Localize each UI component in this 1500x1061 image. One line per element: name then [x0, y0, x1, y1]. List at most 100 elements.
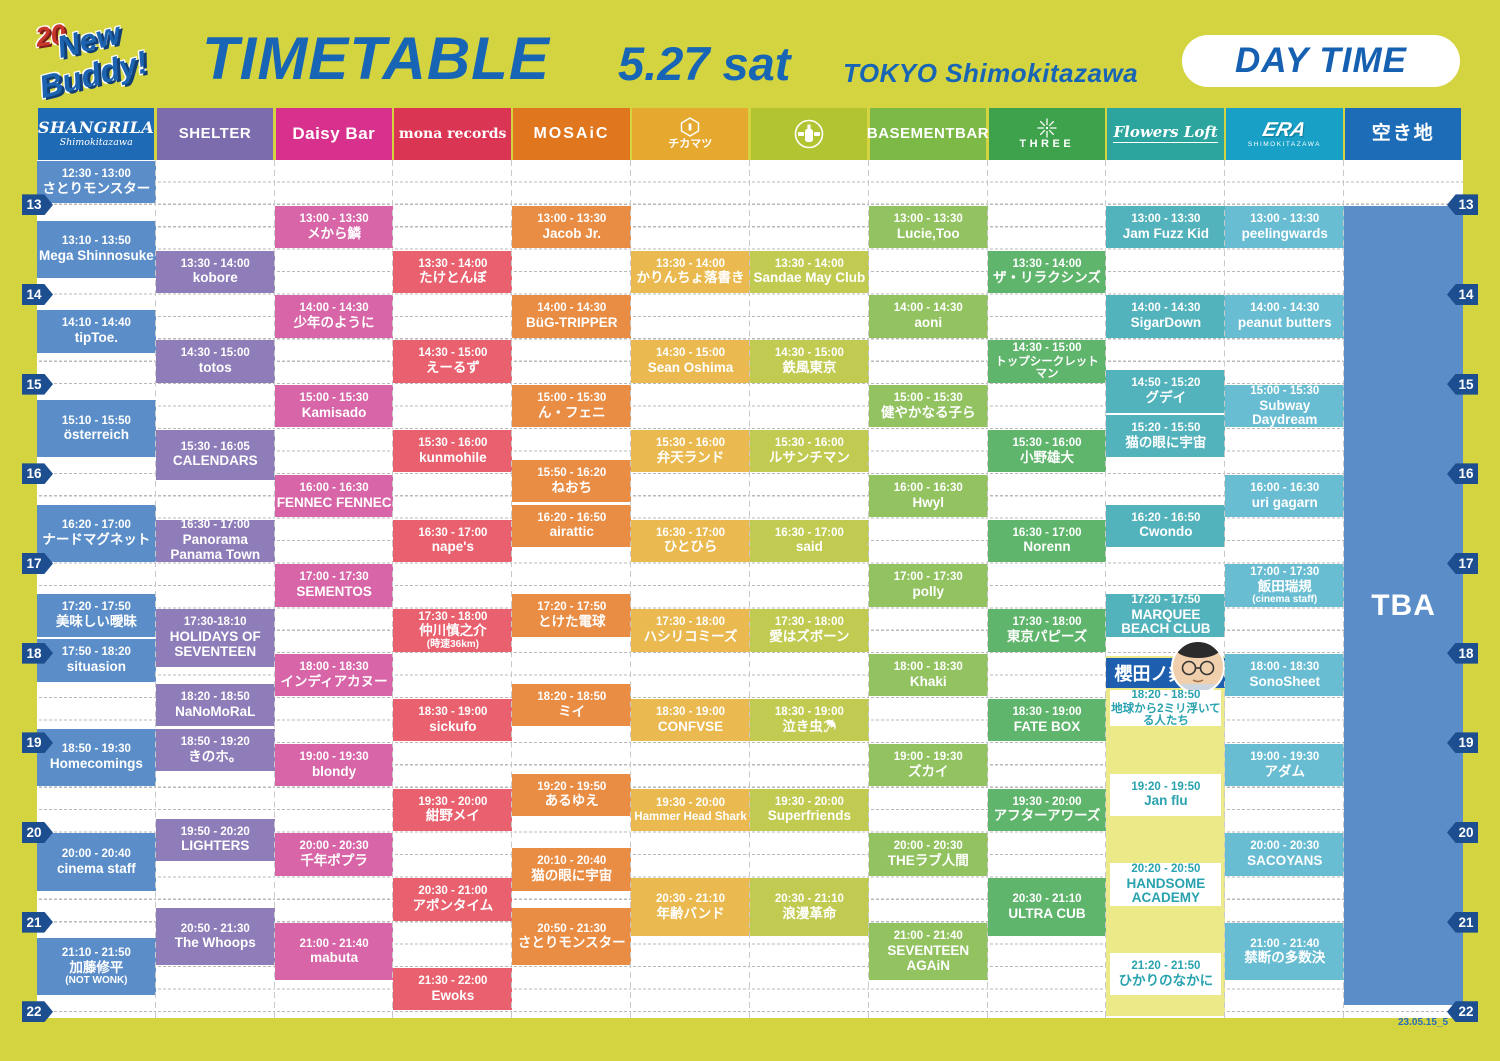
event-block: 14:00 - 14:30 peanut butters [1225, 295, 1345, 338]
event-sub: (NOT WONK) [65, 975, 128, 987]
event-block: 15:00 - 15:30 Kamisado [274, 385, 394, 428]
event-block: 14:30 - 15:00 totos [155, 340, 275, 383]
event-time: 14:30 - 15:00 [656, 347, 726, 360]
event-name: cinema staff [57, 860, 136, 876]
event-block: 16:20 - 16:50 Cwondo [1106, 504, 1226, 548]
event-block: 15:10 - 15:50 österreich [37, 400, 156, 458]
event-name: SACOYANS [1247, 853, 1323, 869]
event-block: 19:30 - 20:00 Hammer Head Shark [631, 788, 750, 831]
event-block: 14:00 - 14:30 少年のように [274, 295, 394, 338]
sparkle-logo-icon [1037, 118, 1057, 138]
event-time: 15:30 - 16:00 [774, 436, 844, 449]
event-block: 18:30 - 19:00 FATE BOX [987, 698, 1107, 742]
event-time: 14:10 - 14:40 [61, 317, 131, 330]
event-name: Subway Daydream [1252, 397, 1318, 428]
event-name: 地球から2ミリ浮いてる人たち [1111, 702, 1221, 727]
event-time: 17:20 - 17:50 [61, 601, 131, 614]
event-name: 千年ポプラ [300, 853, 368, 869]
event-name: SEVENTEEN AGAiN [887, 943, 970, 973]
timetable-column-mosaic: 13:00 - 13:30 Jacob Jr. 14:00 - 14:30 BüG-T… [512, 160, 632, 1018]
venue-header-akichi: 空き地 [1345, 108, 1462, 160]
event-time: 18:30 - 19:00 [418, 705, 488, 718]
event-time: 13:00 - 13:30 [537, 212, 607, 225]
event-time: 19:30 - 20:00 [1012, 795, 1082, 808]
event-block: 18:30 - 19:00 sickufo [393, 698, 513, 742]
event-time: 13:30 - 14:00 [774, 257, 844, 270]
event-block: 16:30 - 17:00 ひとひら [631, 519, 750, 562]
event-block: 15:00 - 15:30 ん・フェニ [512, 385, 632, 428]
event-time: 16:00 - 16:30 [299, 481, 369, 494]
venue-header-daisybar: Daisy Bar [275, 108, 392, 160]
event-time: 15:10 - 15:50 [61, 414, 131, 427]
event-name: ねおち [551, 479, 592, 495]
event-name: Khaki [909, 673, 947, 689]
event-block: 16:20 - 17:00 ナードマグネット [37, 504, 156, 562]
event-time: 14:30 - 15:00 [774, 347, 844, 360]
event-time: 15:30 - 16:00 [656, 436, 726, 449]
hour-badge-right-15: 15 [1447, 373, 1478, 395]
event-name: ハシリコミーズ [643, 629, 738, 645]
special-stage-slot: 18:20 - 18:50 地球から2ミリ浮いてる人たち [1110, 690, 1222, 727]
event-name: Jam Fuzz Kid [1122, 225, 1210, 241]
event-name: 小野雄大 [1020, 449, 1075, 465]
event-name: 東京パピーズ [1006, 629, 1088, 645]
event-time: 17:20 - 17:50 [537, 601, 607, 614]
event-block: 13:30 - 14:00 かりんちょ落書き [631, 250, 750, 293]
event-block: 16:20 - 16:50 airattic [512, 504, 632, 548]
event-name: totos [198, 360, 232, 376]
event-time: 13:00 - 13:30 [299, 212, 369, 225]
event-block: 13:30 - 14:00 ザ・リラクシンズ [987, 250, 1107, 293]
venue-logo-sub: SHIMOKITAZAWA [1247, 140, 1321, 148]
event-time: 16:20 - 16:50 [1131, 511, 1201, 524]
event-time: 15:50 - 16:20 [537, 466, 607, 479]
event-block: 17:20 - 17:50 MARQUEE BEACH CLUB [1106, 594, 1226, 637]
event-name: ひかりのなかに [1118, 972, 1214, 988]
event-time: 18:00 - 18:30 [893, 661, 963, 674]
timetable-column-daisybar: 13:00 - 13:30 メから鱗 14:00 - 14:30 少年のように 15:0… [274, 160, 394, 1018]
event-name: ULTRA CUB [1008, 905, 1086, 921]
event-time: 17:30 - 18:00 [656, 616, 726, 629]
event-name: とけた電球 [537, 614, 606, 630]
event-name: ん・フェニ [537, 404, 606, 420]
event-block: 19:30 - 20:00 Superfriends [749, 788, 869, 831]
event-name: The Whoops [174, 935, 256, 951]
event-name: peelingwards [1241, 225, 1328, 241]
event-time: 18:50 - 19:20 [180, 735, 250, 748]
event-name: 泣き虫☂ [782, 718, 837, 734]
event-name: polly [912, 584, 944, 600]
event-name: CONFVSE [657, 718, 724, 734]
event-time: 15:00 - 15:30 [893, 392, 963, 405]
hour-badge-left-14: 14 [22, 283, 53, 305]
hour-badge-left-20: 20 [22, 821, 53, 843]
day-time-button[interactable]: DAY TIME [1182, 35, 1460, 87]
event-block: 19:00 - 19:30 ズカイ [868, 743, 988, 787]
event-name: Cwondo [1139, 524, 1193, 540]
event-block: 13:00 - 13:30 メから鱗 [274, 205, 394, 249]
event-name: Hwyl [912, 494, 944, 510]
hour-badge-right-16: 16 [1447, 463, 1478, 485]
event-name: nape's [431, 539, 475, 555]
event-time: 15:00 - 15:30 [1250, 385, 1320, 397]
special-stage-slot: 21:20 - 21:50 ひかりのなかに [1110, 953, 1222, 996]
event-name: aoni [914, 315, 943, 331]
venue-header-three: THREE [988, 108, 1105, 160]
event-block: 20:50 - 21:30 さとりモンスター [512, 908, 632, 966]
event-name: ミイ [558, 703, 586, 719]
event-time: 15:20 - 15:50 [1131, 422, 1201, 435]
event-time: 21:10 - 21:50 [61, 946, 131, 959]
event-time: 13:30 - 14:00 [418, 257, 488, 270]
event-time: 20:10 - 20:40 [537, 855, 607, 868]
event-name: Ewoks [431, 987, 475, 1003]
event-time: 21:20 - 21:50 [1131, 959, 1201, 972]
event-block: 16:30 - 17:00 nape's [393, 519, 513, 562]
event-time: 13:30 - 14:00 [656, 257, 726, 270]
event-name: Mega Shinnosuke [39, 248, 154, 263]
event-name: さとりモンスター [517, 935, 626, 951]
timetable-column-chikamatsu: 13:30 - 14:00 かりんちょ落書き 14:30 - 15:00 Sean O… [631, 160, 750, 1018]
event-block: 15:30 - 16:00 ルサンチマン [749, 429, 869, 473]
event-block: 17:30 - 18:00 愛はズボーン [749, 609, 869, 652]
event-name: BüG-TRIPPER [525, 315, 618, 331]
event-time: 15:30 - 16:05 [180, 440, 250, 453]
event-name: uri gagarn [1251, 494, 1318, 510]
